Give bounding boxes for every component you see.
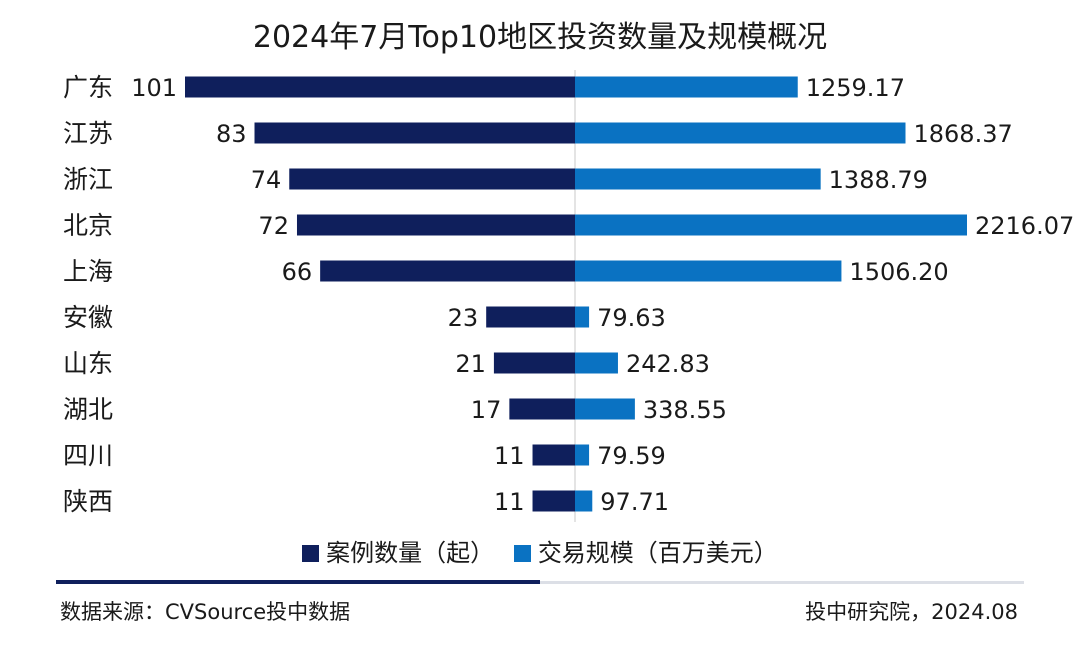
category-label: 安徽: [63, 303, 113, 332]
data-label-deal-size: 2216.07: [975, 212, 1074, 240]
bar-deal-size: [575, 76, 798, 98]
bar-case-count: [185, 76, 575, 98]
data-label-deal-size: 1259.17: [806, 74, 905, 102]
data-label-case-count: 11: [494, 488, 525, 516]
data-label-deal-size: 1506.20: [849, 258, 948, 286]
bar-deal-size: [575, 398, 635, 420]
data-label-case-count: 17: [471, 396, 502, 424]
category-label: 江苏: [63, 119, 113, 148]
bar-deal-size: [575, 306, 590, 328]
bar-case-count: [532, 444, 575, 466]
bar-case-count: [289, 168, 575, 190]
data-label-deal-size: 338.55: [643, 396, 727, 424]
data-label-deal-size: 97.71: [600, 488, 669, 516]
data-label-case-count: 23: [448, 304, 479, 332]
data-label-deal-size: 1868.37: [913, 120, 1012, 148]
legend-swatch-case-count: [302, 545, 320, 562]
category-label: 上海: [63, 257, 113, 286]
data-label-deal-size: 79.63: [597, 304, 666, 332]
legend-swatch-deal-size: [513, 545, 531, 562]
bar-case-count: [254, 122, 575, 144]
category-label: 山东: [63, 349, 113, 378]
data-label-deal-size: 242.83: [626, 350, 710, 378]
bar-case-count: [509, 398, 575, 420]
bar-case-count: [486, 306, 575, 328]
data-label-case-count: 74: [251, 166, 282, 194]
bar-deal-size: [575, 260, 842, 282]
bar-case-count: [320, 260, 575, 282]
data-label-case-count: 11: [494, 442, 525, 470]
publisher-credit: 投中研究院，2024.08: [805, 600, 1018, 624]
legend-item-deal-size: 交易规模（百万美元）: [513, 536, 778, 570]
bar-case-count: [532, 490, 575, 512]
category-label: 广东: [63, 73, 113, 102]
category-label: 四川: [63, 441, 113, 470]
data-label-case-count: 101: [131, 74, 177, 102]
data-label-case-count: 66: [282, 258, 313, 286]
footer-divider-dark: [56, 580, 540, 584]
data-label-deal-size: 1388.79: [829, 166, 928, 194]
legend: 案例数量（起） 交易规模（百万美元）: [0, 536, 1080, 570]
category-label: 北京: [63, 211, 113, 240]
legend-item-case-count: 案例数量（起）: [302, 536, 494, 570]
category-label: 湖北: [63, 395, 113, 424]
data-label-case-count: 72: [258, 212, 289, 240]
bar-case-count: [493, 352, 575, 374]
category-label: 浙江: [63, 165, 113, 194]
data-label-case-count: 21: [455, 350, 486, 378]
data-source-note: 数据来源：CVSource投中数据: [60, 600, 351, 624]
footer-divider-light: [540, 581, 1024, 584]
bar-deal-size: [575, 168, 821, 190]
bar-deal-size: [575, 122, 906, 144]
legend-label-deal-size: 交易规模（百万美元）: [537, 539, 778, 567]
bar-case-count: [296, 214, 575, 236]
bar-deal-size: [575, 490, 593, 512]
bar-deal-size: [575, 352, 618, 374]
chart-title: 2024年7月Top10地区投资数量及规模概况: [252, 20, 828, 55]
data-label-deal-size: 79.59: [597, 442, 666, 470]
bar-deal-size: [575, 214, 967, 236]
category-label: 陕西: [63, 487, 113, 516]
legend-label-case-count: 案例数量（起）: [326, 539, 495, 567]
data-label-case-count: 83: [216, 120, 247, 148]
bar-deal-size: [575, 444, 590, 466]
